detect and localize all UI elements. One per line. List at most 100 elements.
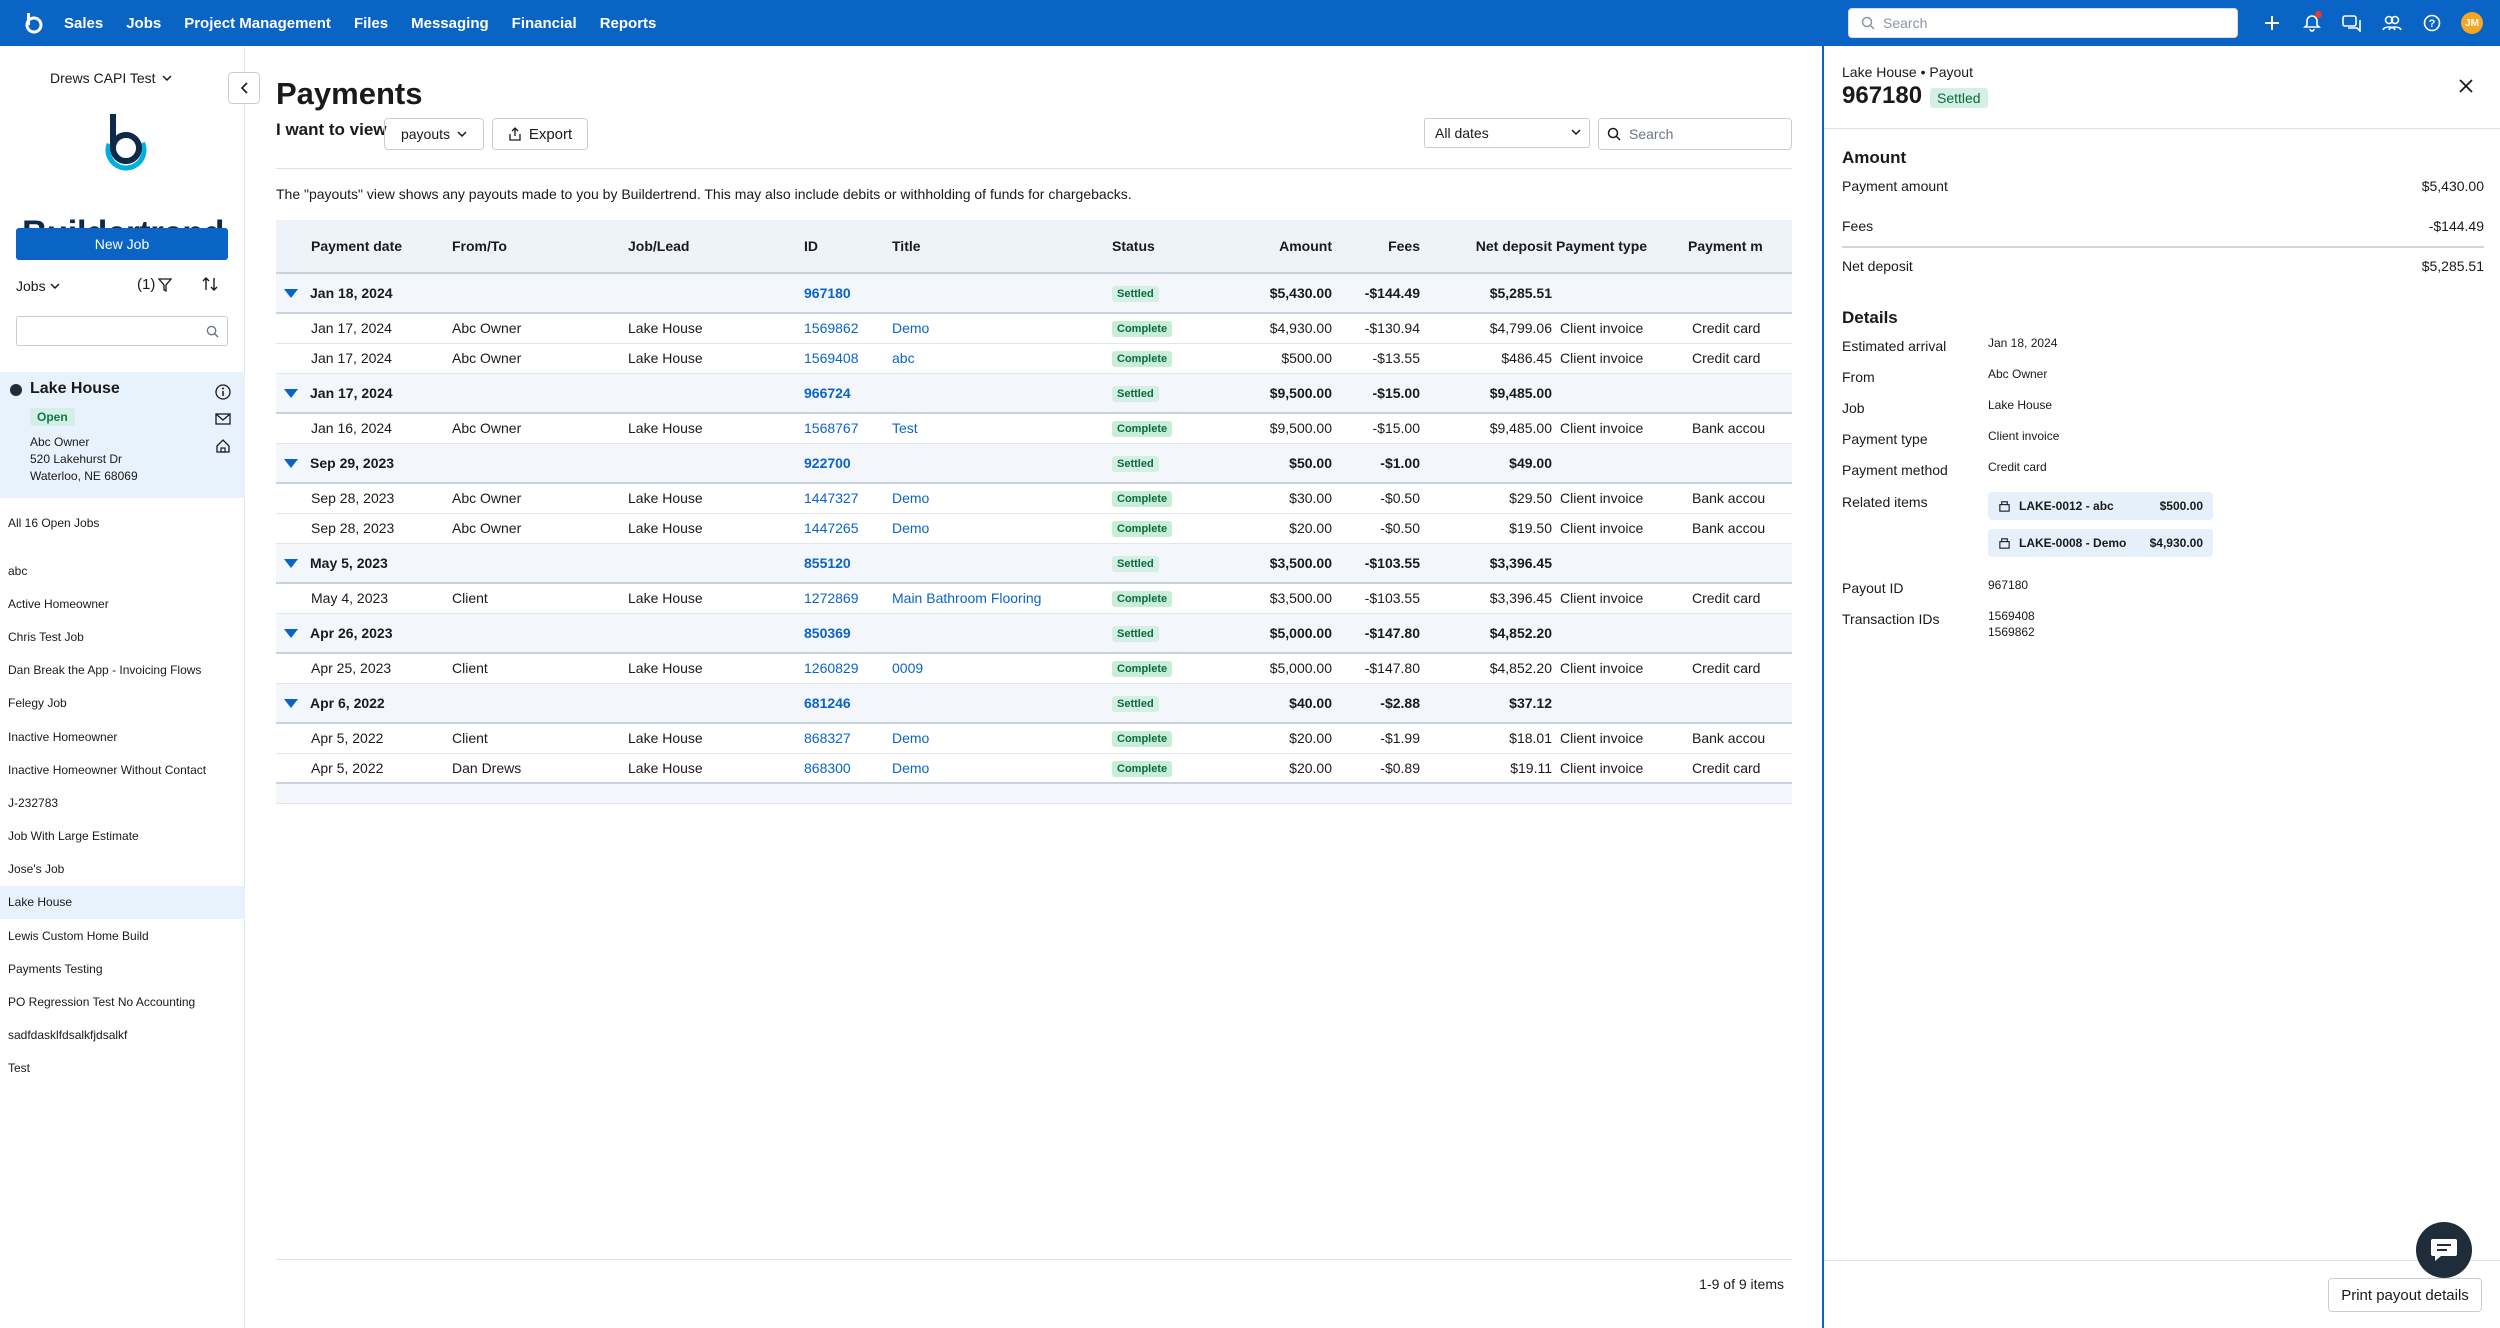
table-cell[interactable]: 922700 [804, 443, 892, 484]
export-button[interactable]: Export [492, 118, 588, 150]
payout-group-row[interactable]: Jan 17, 2024 966724 Settled $9,500.00 -$15.0… [276, 373, 1792, 414]
nav-project-management[interactable]: Project Management [184, 14, 331, 32]
date-filter-dropdown[interactable]: All dates [1424, 118, 1590, 148]
payout-group-row[interactable]: Jan 18, 2024 967180 Settled $5,430.00 -$144.… [276, 273, 1792, 314]
group-date-cell[interactable]: Sep 29, 2023 [276, 443, 452, 484]
jobs-dropdown[interactable]: Jobs [16, 278, 60, 294]
sidebar-job-item[interactable]: Jose's Job [8, 862, 65, 877]
table-cell[interactable]: 0009 [892, 653, 1112, 684]
transaction-id-link[interactable]: 1260829 [804, 660, 859, 677]
chat-support-button[interactable] [2416, 1222, 2472, 1278]
payments-search-input[interactable]: Search [1598, 118, 1792, 150]
sidebar-job-item[interactable]: Lake House [0, 885, 245, 920]
user-avatar[interactable]: JM [2452, 12, 2492, 34]
group-date-cell[interactable]: Jan 18, 2024 [276, 273, 452, 314]
transaction-id-link[interactable]: 1447327 [804, 490, 859, 507]
nav-jobs[interactable]: Jobs [126, 14, 162, 32]
table-cell[interactable]: 850369 [804, 613, 892, 654]
sidebar-job-item[interactable]: sadfdasklfdsalkfjdsalkf [8, 1028, 128, 1043]
collapse-triangle-icon[interactable] [284, 458, 298, 468]
new-job-button[interactable]: New Job [16, 228, 228, 260]
table-cell[interactable]: 1260829 [804, 653, 892, 684]
column-header[interactable]: Fees [1336, 220, 1424, 274]
sidebar-job-item[interactable]: Active Homeowner [8, 596, 109, 611]
nav-files[interactable]: Files [353, 14, 389, 32]
table-cell[interactable]: Demo [892, 513, 1112, 544]
table-cell[interactable]: 681246 [804, 683, 892, 724]
title-link[interactable]: Test [892, 420, 918, 437]
group-date-cell[interactable]: Apr 26, 2023 [276, 613, 452, 654]
table-row[interactable]: Jan 16, 2024 Abc Owner Lake House 1568767 Te… [276, 413, 1792, 444]
info-icon[interactable] [215, 384, 231, 400]
title-link[interactable]: 0009 [892, 660, 924, 677]
filter-button[interactable]: (1) [137, 276, 173, 293]
table-row[interactable]: May 4, 2023 Client Lake House 1272869 Main B… [276, 583, 1792, 614]
transaction-id-link[interactable]: 1569862 [804, 320, 859, 337]
payout-id-link[interactable]: 966724 [804, 384, 851, 401]
column-header[interactable]: From/To [452, 220, 628, 274]
payout-group-row[interactable]: Apr 26, 2023 850369 Settled $5,000.00 -$147.… [276, 613, 1792, 654]
sidebar-job-item[interactable]: abc [8, 563, 28, 578]
sidebar-job-item[interactable]: PO Regression Test No Accounting [8, 995, 196, 1010]
payout-id-link[interactable]: 922700 [804, 454, 851, 471]
payout-id-link[interactable]: 850369 [804, 624, 851, 641]
account-switcher[interactable]: Drews CAPI Test [50, 70, 172, 86]
table-row[interactable]: Sep 28, 2023 Abc Owner Lake House 1447265 De… [276, 513, 1792, 544]
column-header[interactable]: Title [892, 220, 1112, 274]
payout-id-link[interactable]: 967180 [804, 285, 851, 301]
table-cell[interactable]: Main Bathroom Flooring [892, 583, 1112, 614]
table-row[interactable]: Apr 5, 2022 Client Lake House 868327 Demo Com… [276, 723, 1792, 754]
column-header[interactable]: ID [804, 220, 892, 274]
buildertrend-logo-icon[interactable] [22, 11, 46, 35]
table-row[interactable]: Jan 17, 2024 Abc Owner Lake House 1569408 ab… [276, 343, 1792, 374]
collapse-triangle-icon[interactable] [284, 558, 298, 568]
sort-icon[interactable] [202, 276, 218, 297]
transaction-id-link[interactable]: 1569408 [804, 350, 859, 366]
table-cell[interactable]: 855120 [804, 543, 892, 584]
table-cell[interactable]: 1272869 [804, 583, 892, 614]
payout-group-row[interactable]: Sep 29, 2023 922700 Settled $50.00 -$1.00 $49… [276, 443, 1792, 484]
all-open-jobs-link[interactable]: All 16 Open Jobs [8, 516, 100, 530]
table-row[interactable]: Apr 5, 2022 Dan Drews Lake House 868300 Demo… [276, 753, 1792, 784]
column-header[interactable]: Job/Lead [628, 220, 804, 274]
column-header[interactable]: Payment date [276, 220, 452, 274]
column-header[interactable]: Amount [1232, 220, 1336, 274]
email-icon[interactable] [215, 412, 231, 426]
table-cell[interactable]: 1569408 [804, 343, 892, 374]
table-cell[interactable]: Demo [892, 753, 1112, 784]
column-header[interactable]: Net deposit [1424, 220, 1556, 274]
table-cell[interactable]: Test [892, 413, 1112, 444]
table-cell[interactable]: Demo [892, 483, 1112, 514]
table-cell[interactable]: 1568767 [804, 413, 892, 444]
collapse-sidebar-button[interactable] [228, 72, 260, 104]
table-row[interactable]: Jan 17, 2024 Abc Owner Lake House 1569862 De… [276, 313, 1792, 344]
print-payout-details-button[interactable]: Print payout details [2328, 1278, 2482, 1312]
title-link[interactable]: Demo [892, 730, 930, 747]
column-header[interactable]: Payment type [1556, 220, 1688, 274]
job-search-input[interactable] [16, 316, 228, 346]
payout-group-row[interactable]: Apr 6, 2022 681246 Settled $40.00 -$2.88 $37.… [276, 683, 1792, 724]
transaction-id-link[interactable]: 868300 [804, 759, 851, 776]
transaction-id-link[interactable]: 1272869 [804, 590, 859, 607]
table-cell[interactable]: 868300 [804, 753, 892, 784]
home-icon[interactable] [215, 438, 231, 454]
chat-icon[interactable] [2332, 14, 2372, 32]
sidebar-job-item[interactable]: Felegy Job [8, 696, 67, 711]
table-cell[interactable]: abc [892, 343, 1112, 374]
table-cell[interactable]: 967180 [804, 273, 892, 314]
sidebar-job-item[interactable]: Lewis Custom Home Build [8, 928, 149, 943]
related-item-chip[interactable]: LAKE-0012 - abc $500.00 [1988, 492, 2213, 520]
collapse-triangle-icon[interactable] [284, 289, 298, 298]
title-link[interactable]: Demo [892, 759, 930, 776]
close-icon[interactable] [2458, 78, 2474, 99]
sidebar-job-item[interactable]: Chris Test Job [8, 629, 84, 644]
transaction-id-link[interactable]: 1447265 [804, 520, 859, 536]
table-row[interactable]: Apr 25, 2023 Client Lake House 1260829 0009 C… [276, 653, 1792, 684]
title-link[interactable]: Main Bathroom Flooring [892, 590, 1042, 607]
help-icon[interactable]: ? [2412, 14, 2452, 32]
add-icon[interactable] [2252, 15, 2292, 31]
payout-group-row[interactable]: May 5, 2023 855120 Settled $3,500.00 -$103.5… [276, 543, 1792, 584]
transaction-id-link[interactable]: 1568767 [804, 420, 859, 437]
table-cell[interactable]: 1569862 [804, 313, 892, 344]
payout-id-link[interactable]: 855120 [804, 554, 851, 571]
